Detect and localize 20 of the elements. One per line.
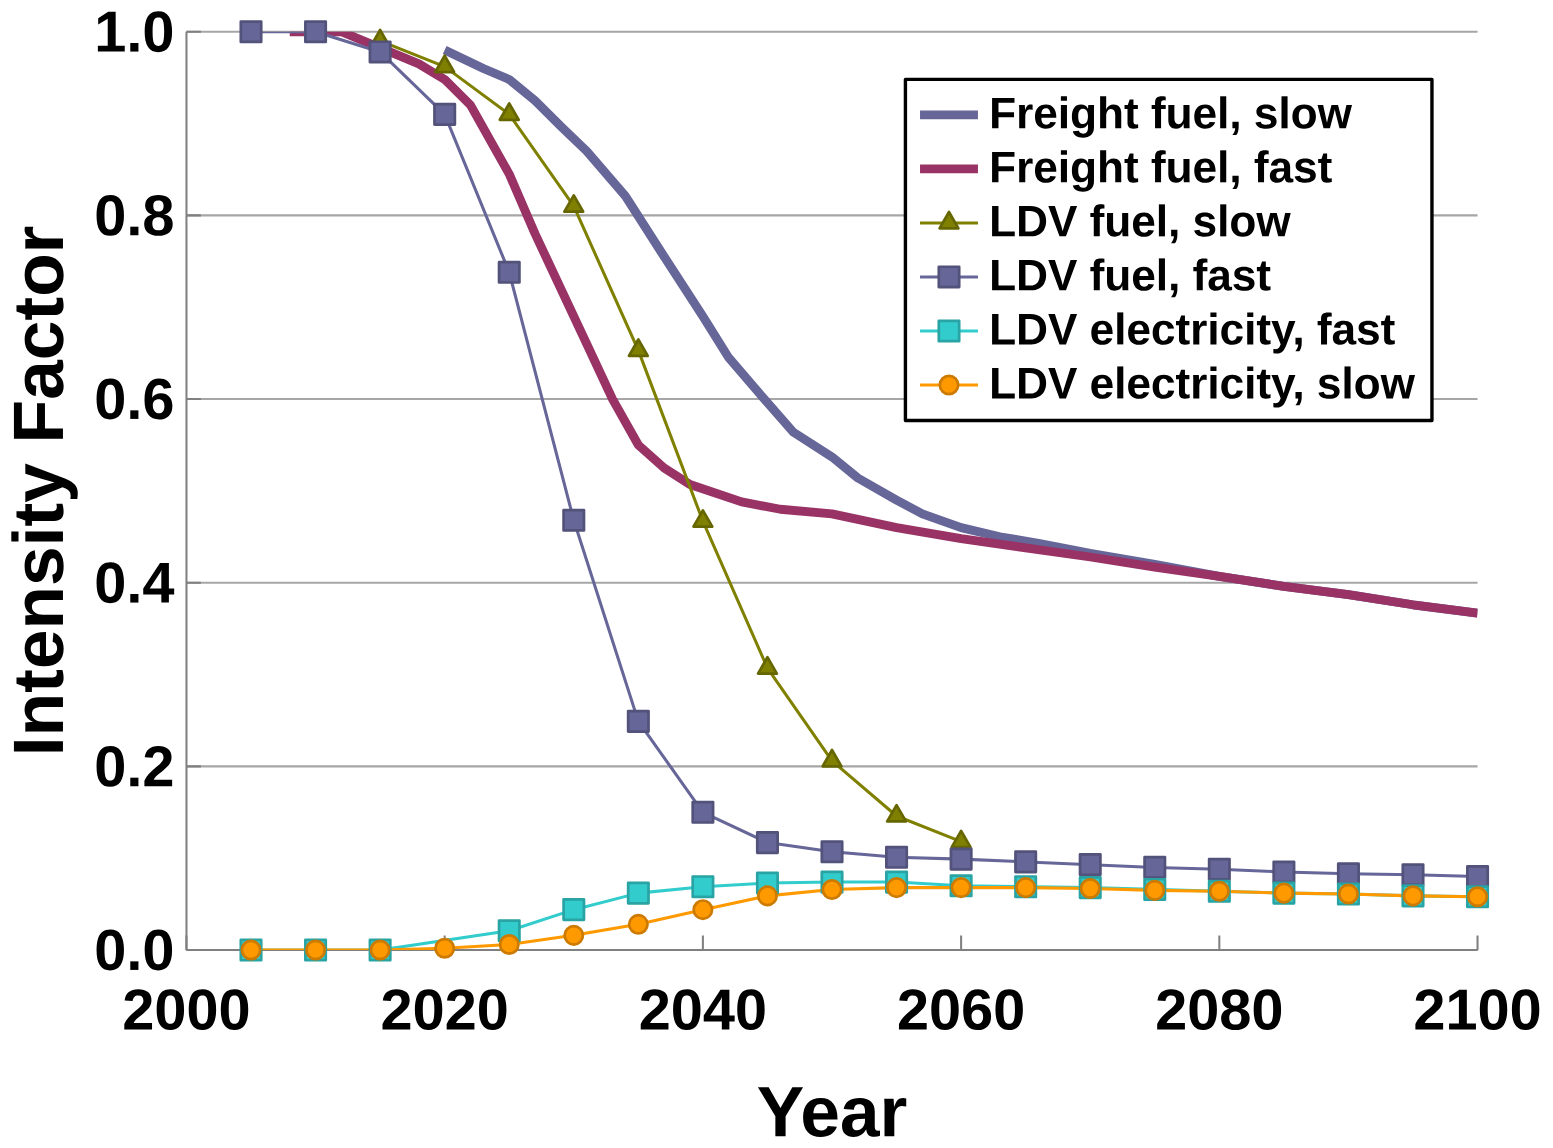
legend-label: LDV fuel, fast xyxy=(992,258,1271,298)
y-tick-label: 1.0 xyxy=(97,11,173,53)
x-tick-label: 2020 xyxy=(382,989,507,1030)
x-tick-label: 2040 xyxy=(640,989,765,1030)
legend-label: Freight fuel, fast xyxy=(992,150,1332,192)
y-axis-title: Intensity Factor xyxy=(11,226,78,752)
x-tick-label: 2080 xyxy=(1157,989,1282,1030)
x-tick-label: 2100 xyxy=(1415,989,1540,1030)
x-tick-label: 2060 xyxy=(898,989,1023,1030)
y-tick-label: 0.0 xyxy=(96,929,173,971)
y-tick-label: 0.8 xyxy=(96,194,173,236)
legend-label: LDV electricity, slow xyxy=(992,366,1416,408)
y-tick-label: 0.4 xyxy=(96,562,175,604)
y-tick-label: 0.6 xyxy=(96,378,173,420)
legend-label: Freight fuel, slow xyxy=(992,96,1353,138)
legend-label: LDV fuel, slow xyxy=(992,204,1291,243)
y-tick-label: 0.2 xyxy=(96,745,173,787)
x-tick-label: 2000 xyxy=(124,989,249,1030)
legend-label: LDV electricity, fast xyxy=(992,312,1395,354)
x-axis-title: Year xyxy=(757,1087,907,1137)
